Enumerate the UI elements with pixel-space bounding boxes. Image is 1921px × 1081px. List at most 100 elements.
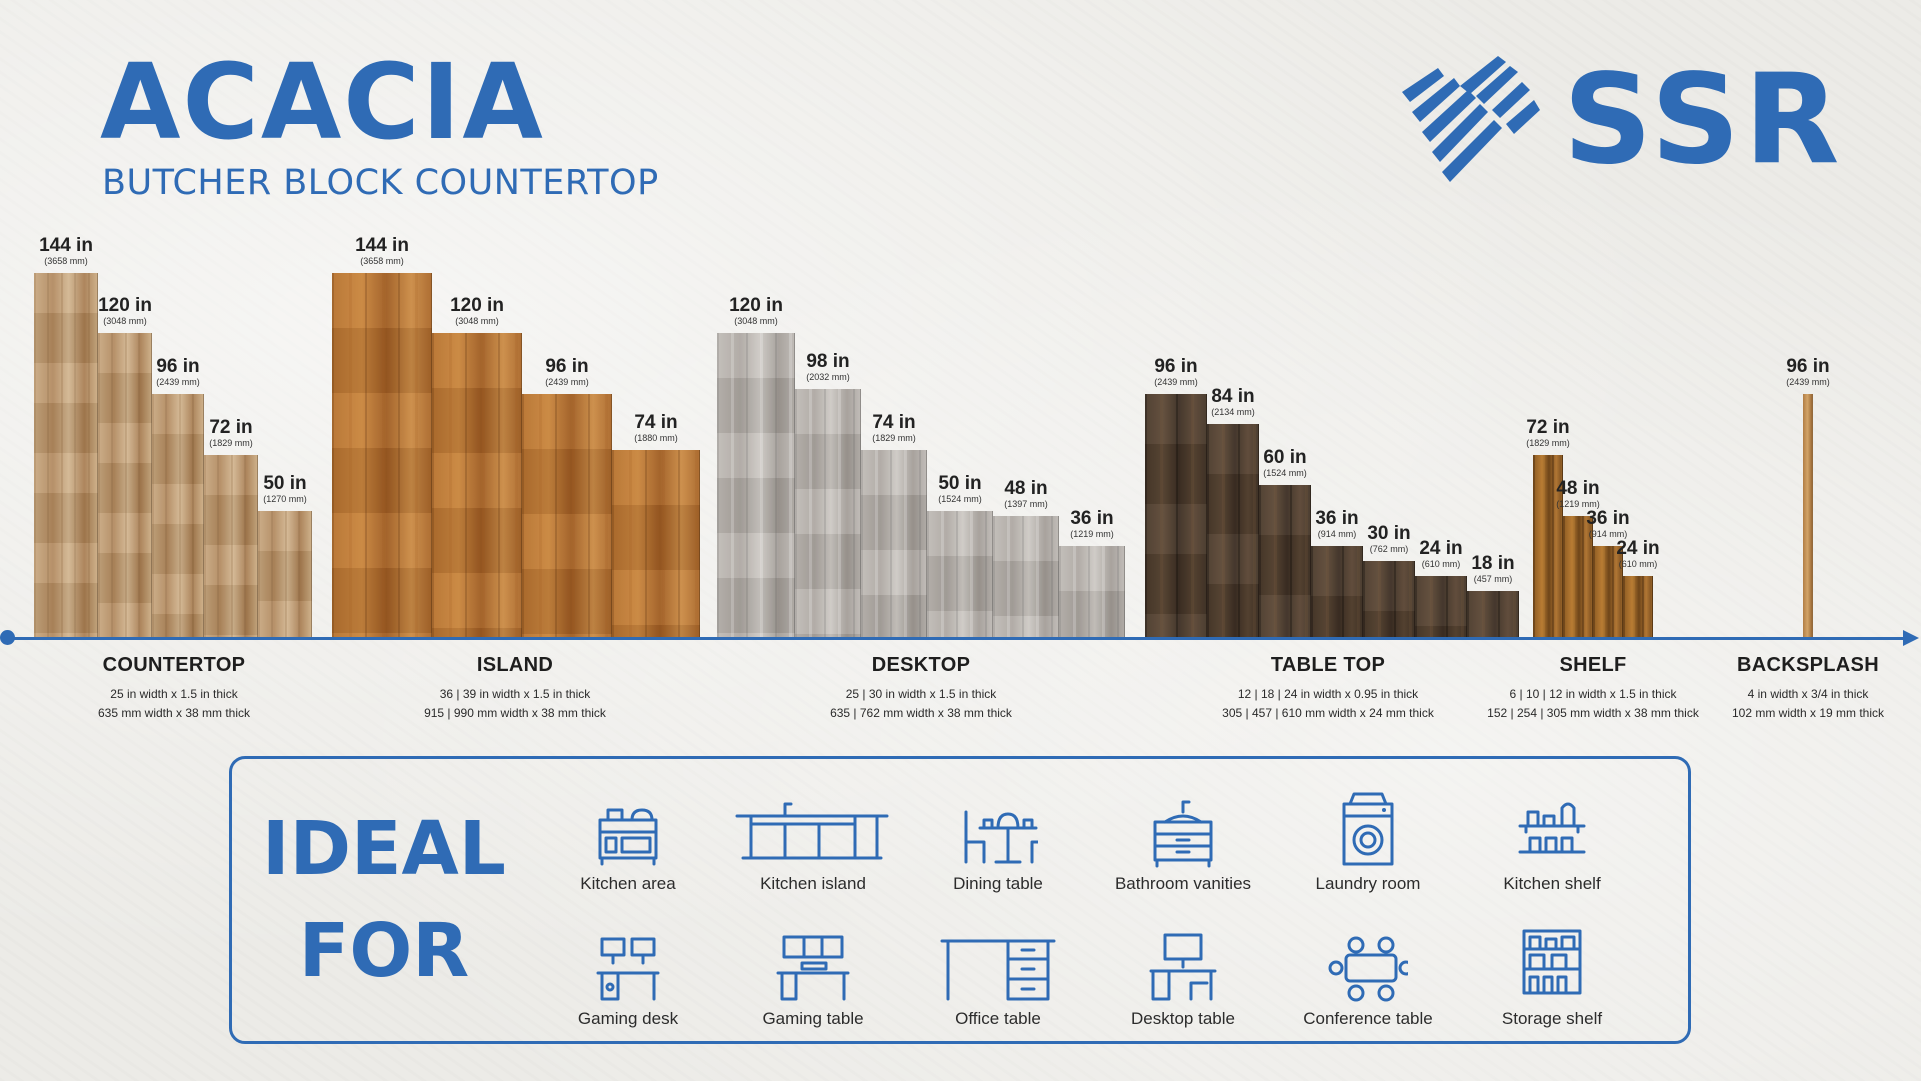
bar-desktop-98in — [795, 389, 861, 637]
bar-length-mm: (1880 mm) — [634, 432, 678, 443]
bar-table-top-36in — [1311, 545, 1363, 637]
gaming-table-icon — [776, 935, 850, 1001]
axis-start-dot — [0, 630, 15, 645]
bar-countertop-72in — [204, 454, 258, 637]
bar-island-74in — [612, 449, 700, 637]
bar-shelf-36in — [1593, 545, 1623, 637]
category-dims-imperial: 12 | 18 | 24 in width x 0.95 in thick — [1237, 687, 1419, 701]
category-backsplash: BACKSPLASH 4 in width x 3/4 in thick 102 m… — [1732, 654, 1884, 723]
ideal-item: Office table — [913, 925, 1083, 1029]
bar-label: 96 in (2439 mm) — [545, 357, 589, 388]
category-shelf: SHELF 6 | 10 | 12 in width x 1.5 in thick… — [1487, 654, 1699, 723]
bar-shelf-72in — [1533, 454, 1563, 637]
bar-island-144in — [332, 272, 432, 637]
bar-island-120in — [432, 333, 522, 637]
page-title: ACACIA — [100, 41, 545, 163]
bar-length-mm: (1397 mm) — [1004, 498, 1048, 509]
kitchen-island-icon — [735, 802, 889, 860]
bar-length-mm: (2439 mm) — [156, 377, 200, 388]
bar-label: 48 in (1219 mm) — [1556, 477, 1600, 510]
category-desktop: DESKTOP 25 | 30 in width x 1.5 in thick 63… — [830, 654, 1012, 723]
bar-label: 60 in (1524 mm) — [1263, 448, 1307, 479]
bar-label: 48 in (1397 mm) — [1004, 477, 1048, 510]
bar-table-top-18in — [1467, 591, 1519, 637]
category-name: ISLAND — [476, 654, 554, 676]
bar-length-in: 18 in — [1471, 553, 1515, 575]
bar-label: 36 in (1219 mm) — [1070, 507, 1114, 540]
bar-length-in: 48 in — [1004, 477, 1048, 499]
bar-length-mm: (1829 mm) — [1526, 437, 1570, 448]
bar-length-in: 84 in — [1211, 386, 1255, 408]
bar-label: 74 in (1829 mm) — [872, 411, 916, 444]
ideal-item: Bathroom vanities — [1098, 790, 1268, 894]
category-name: DESKTOP — [871, 654, 971, 676]
ideal-item-label: Storage shelf — [1501, 1009, 1603, 1028]
bar-label: 72 in (1829 mm) — [1526, 417, 1570, 449]
bar-length-mm: (2439 mm) — [545, 377, 589, 388]
bar-length-in: 60 in — [1263, 447, 1307, 469]
ideal-heading-line2: FOR — [298, 908, 470, 994]
bar-countertop-120in — [98, 333, 152, 637]
stove-icon — [598, 808, 658, 866]
bar-length-in: 36 in — [1070, 507, 1114, 529]
ideal-item: Kitchen island — [728, 790, 898, 894]
bar-length-in: 30 in — [1367, 523, 1411, 545]
category-dims-imperial: 6 | 10 | 12 in width x 1.5 in thick — [1509, 687, 1677, 701]
ideal-item: Kitchen area — [543, 790, 713, 894]
bar-length-mm: (1829 mm) — [209, 437, 253, 448]
ideal-for-panel — [229, 756, 1691, 1044]
bar-length-in: 48 in — [1556, 477, 1600, 499]
bar-length-in: 74 in — [634, 411, 678, 433]
bar-label: 36 in (914 mm) — [1315, 508, 1358, 540]
bar-table-top-24in — [1415, 576, 1467, 637]
bar-length-mm: (2032 mm) — [806, 372, 850, 383]
bar-desktop-120in — [717, 333, 795, 637]
ideal-item: Gaming desk — [543, 925, 713, 1029]
ideal-item: Conference table — [1283, 925, 1453, 1029]
bar-length-mm: (914 mm) — [1317, 528, 1357, 539]
bar-length-in: 96 in — [1786, 356, 1830, 378]
bar-label: 120 in (3048 mm) — [450, 296, 504, 327]
bar-length-in: 96 in — [1154, 356, 1198, 378]
bar-length-in: 74 in — [872, 411, 916, 433]
ideal-item: Desktop table — [1098, 925, 1268, 1029]
office-table-icon — [940, 939, 1056, 1001]
bar-length-in: 50 in — [263, 472, 307, 494]
bar-desktop-50in — [927, 510, 993, 637]
bar-length-mm: (2439 mm) — [1786, 377, 1830, 388]
bar-label: 72 in (1829 mm) — [209, 416, 253, 449]
bar-length-in: 144 in — [355, 234, 409, 256]
bar-label: 50 in (1270 mm) — [263, 472, 307, 505]
bar-table-top-30in — [1363, 561, 1415, 637]
bar-label: 30 in (762 mm) — [1367, 524, 1410, 555]
brand-name: SSR — [1563, 48, 1844, 192]
bar-island-96in — [522, 394, 612, 637]
bar-table-top-84in — [1207, 424, 1259, 637]
bar-table-top-60in — [1259, 485, 1311, 637]
ideal-item-label: Kitchen area — [580, 874, 676, 893]
ideal-item-label: Kitchen shelf — [1503, 874, 1601, 893]
bar-length-in: 120 in — [729, 295, 783, 317]
bar-length-mm: (3048 mm) — [734, 316, 778, 327]
bar-label: 24 in (610 mm) — [1616, 539, 1659, 570]
bar-length-in: 96 in — [545, 356, 589, 378]
bar-table-top-96in — [1145, 394, 1207, 637]
bar-length-in: 24 in — [1419, 538, 1463, 560]
bar-length-in: 72 in — [209, 416, 253, 438]
ideal-item-label: Gaming desk — [577, 1009, 679, 1028]
ideal-item-label: Office table — [955, 1009, 1041, 1028]
conference-table-icon — [1328, 936, 1408, 1002]
kitchen-shelf-icon — [1518, 802, 1586, 854]
bar-desktop-48in — [993, 515, 1059, 637]
bar-label: 36 in (914 mm) — [1586, 508, 1629, 540]
bar-desktop-74in — [861, 449, 927, 637]
bar-label: 96 in (2439 mm) — [1786, 357, 1830, 388]
ideal-item-label: Gaming table — [762, 1009, 864, 1028]
category-dims-metric: 635 mm width x 38 mm thick — [97, 706, 251, 720]
category-dims-imperial: 36 | 39 in width x 1.5 in thick — [439, 687, 591, 701]
ideal-item: Dining table — [913, 790, 1083, 894]
ideal-item: Gaming table — [728, 925, 898, 1029]
bar-length-mm: (1524 mm) — [1263, 468, 1307, 479]
category-name: COUNTERTOP — [102, 654, 246, 676]
ideal-item-label: Kitchen island — [760, 874, 866, 893]
